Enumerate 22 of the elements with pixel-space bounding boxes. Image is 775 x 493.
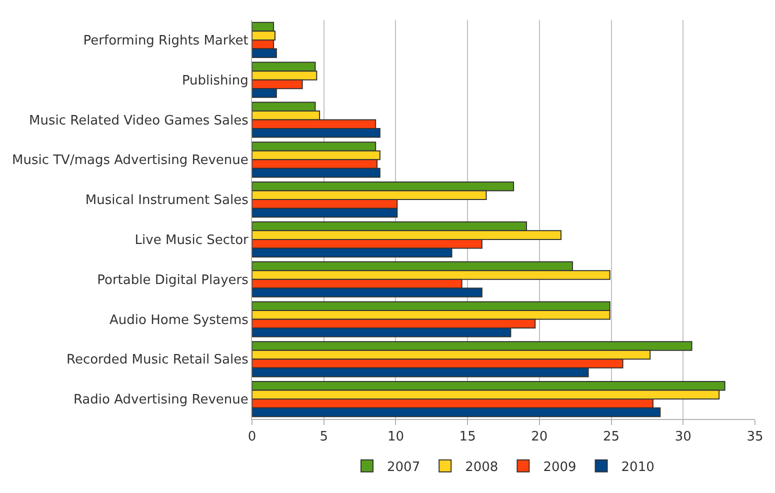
y-tick-label: Live Music Sector bbox=[134, 233, 250, 248]
y-tick-label: Music Related Video Games Sales bbox=[29, 113, 249, 128]
x-tick-label: 5 bbox=[320, 430, 328, 445]
x-tick-label: 0 bbox=[248, 430, 256, 445]
x-tick-label: 35 bbox=[746, 430, 764, 445]
x-tick-label: 15 bbox=[459, 430, 476, 445]
y-tick-label: Musical Instrument Sales bbox=[85, 193, 249, 208]
y-tick-label: Performing Rights Market bbox=[83, 34, 248, 48]
x-tick-label: 25 bbox=[603, 430, 620, 445]
legend-label: 2010 bbox=[621, 460, 654, 475]
y-tick-label: Publishing bbox=[182, 73, 248, 88]
legend-label: 2008 bbox=[465, 460, 498, 475]
y-tick-label: Music TV/mags Advertising Revenue bbox=[12, 153, 248, 168]
y-tick-label: Radio Advertising Revenue bbox=[73, 392, 248, 408]
y-tick-label: Audio Home Systems bbox=[110, 312, 249, 328]
x-tick-label: 10 bbox=[387, 430, 404, 445]
legend-label: 2009 bbox=[543, 460, 576, 475]
x-tick-label: 30 bbox=[674, 430, 692, 445]
y-tick-label: Recorded Music Retail Sales bbox=[66, 352, 249, 368]
legend-label: 2007 bbox=[387, 460, 420, 475]
y-tick-label: Portable Digital Players bbox=[97, 272, 249, 288]
x-tick-label: 20 bbox=[531, 430, 548, 445]
